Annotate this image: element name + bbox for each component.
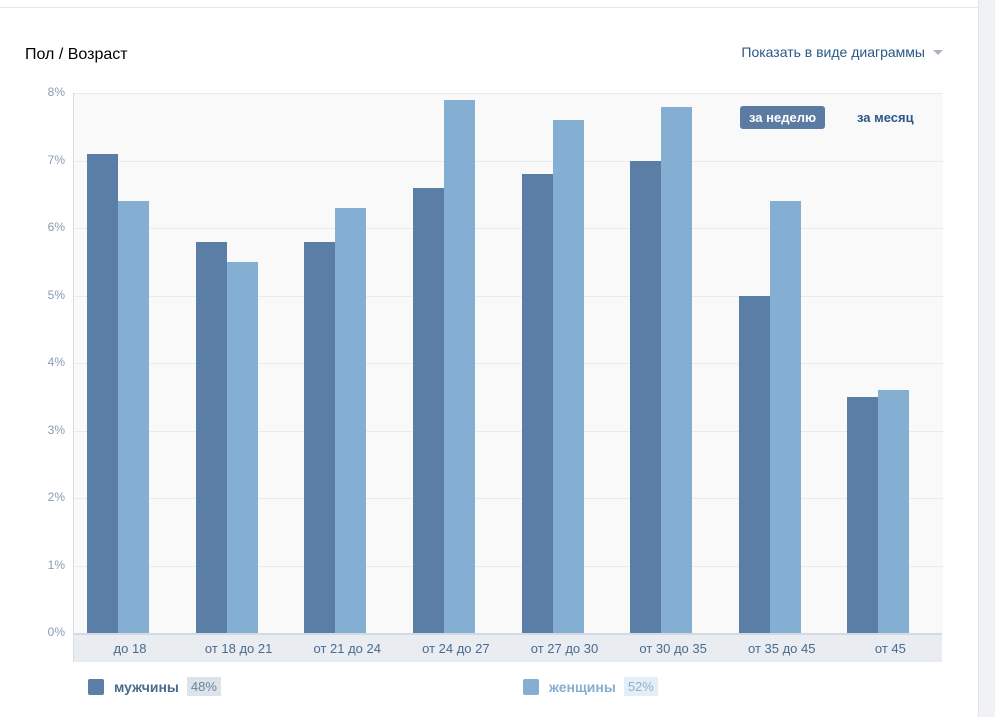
- bar-women[interactable]: [335, 207, 367, 633]
- y-tick-label: 3%: [47, 422, 65, 437]
- gridline: [74, 93, 943, 94]
- y-tick-label: 6%: [47, 220, 65, 234]
- gridline: [74, 228, 943, 229]
- gridline: [74, 498, 943, 499]
- legend-share-women: 52%: [623, 677, 658, 696]
- legend-label-men: мужчины: [114, 678, 179, 695]
- gridline: [74, 430, 943, 432]
- y-tick-label: 4%: [47, 355, 65, 369]
- scrollbar-track[interactable]: [978, 0, 995, 717]
- x-tick-label: от 21 до 24: [313, 641, 381, 656]
- period-week-button[interactable]: за неделю: [740, 106, 826, 129]
- legend-item-women[interactable]: женщины 52%: [523, 677, 658, 696]
- bar-women[interactable]: [443, 99, 475, 633]
- bar-women[interactable]: [661, 106, 693, 633]
- bar-men[interactable]: [412, 187, 444, 633]
- bar-men[interactable]: [847, 396, 879, 633]
- legend-share-men: 48%: [186, 677, 221, 696]
- y-tick-label: 7%: [47, 152, 65, 167]
- top-divider: [0, 7, 978, 8]
- x-tick-label: от 45: [874, 641, 906, 656]
- x-tick-label: от 27 до 30: [530, 641, 599, 656]
- gridline: [74, 160, 943, 162]
- bar-women[interactable]: [226, 261, 258, 633]
- legend-swatch-women: [523, 678, 539, 695]
- y-tick-label: 5%: [47, 287, 65, 302]
- y-tick-label: 0%: [47, 625, 65, 639]
- gridline: [74, 295, 943, 297]
- x-tick-label: от 18 до 21: [204, 641, 273, 656]
- view-mode-dropdown[interactable]: Показать в виде диаграммы: [741, 44, 943, 60]
- bar-women[interactable]: [769, 201, 801, 633]
- bar-women[interactable]: [118, 201, 149, 633]
- bar-men[interactable]: [87, 153, 118, 633]
- view-mode-label: Показать в виде диаграммы: [741, 44, 925, 60]
- y-tick-label: 8%: [47, 85, 65, 99]
- chevron-down-icon: [933, 50, 943, 60]
- gridline: [74, 565, 943, 567]
- period-month-button[interactable]: за месяц: [857, 110, 914, 125]
- bar-men[interactable]: [521, 174, 553, 633]
- bar-men[interactable]: [738, 295, 770, 633]
- x-tick-label: от 35 до 45: [748, 641, 816, 656]
- bar-women[interactable]: [878, 390, 910, 633]
- x-axis-band: [73, 633, 942, 662]
- legend-label-women: женщины: [549, 678, 616, 695]
- legend-swatch-men: [88, 678, 104, 695]
- bar-women[interactable]: [552, 120, 584, 633]
- bar-men[interactable]: [195, 241, 227, 633]
- x-tick-label: от 24 до 27: [422, 641, 490, 656]
- y-tick-label: 2%: [47, 490, 65, 504]
- x-tick-label: до 18: [113, 641, 147, 656]
- bar-men[interactable]: [304, 241, 336, 633]
- bar-men[interactable]: [630, 160, 662, 633]
- y-tick-label: 1%: [47, 557, 65, 572]
- legend-item-men[interactable]: мужчины 48%: [88, 677, 221, 696]
- x-tick-label: от 30 до 35: [639, 641, 707, 656]
- gridline: [74, 363, 943, 364]
- section-title: Пол / Возраст: [25, 46, 128, 63]
